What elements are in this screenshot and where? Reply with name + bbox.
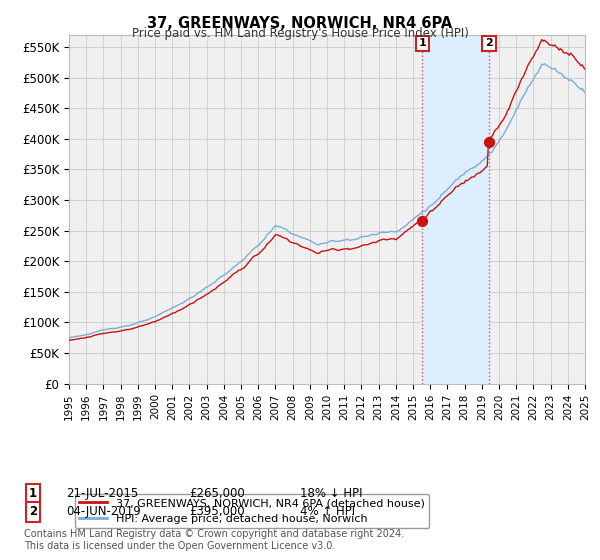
Text: 2: 2 [29,505,37,519]
Text: 1: 1 [29,487,37,501]
Text: Contains HM Land Registry data © Crown copyright and database right 2024.
This d: Contains HM Land Registry data © Crown c… [24,529,404,551]
Point [484,137,494,146]
Text: 21-JUL-2015: 21-JUL-2015 [66,487,138,501]
Text: Price paid vs. HM Land Registry's House Price Index (HPI): Price paid vs. HM Land Registry's House … [131,27,469,40]
Text: £395,000: £395,000 [189,505,245,519]
Text: 4% ↑ HPI: 4% ↑ HPI [300,505,355,519]
Bar [422,35,489,384]
Text: 04-JUN-2019: 04-JUN-2019 [66,505,141,519]
Text: 37, GREENWAYS, NORWICH, NR4 6PA: 37, GREENWAYS, NORWICH, NR4 6PA [148,16,452,31]
Point [418,217,427,226]
Text: £265,000: £265,000 [189,487,245,501]
Text: 1: 1 [419,39,427,49]
Text: 18% ↓ HPI: 18% ↓ HPI [300,487,362,501]
Text: 2: 2 [485,39,493,49]
Legend: 37, GREENWAYS, NORWICH, NR4 6PA (detached house), HPI: Average price, detached h: 37, GREENWAYS, NORWICH, NR4 6PA (detache… [74,494,429,528]
